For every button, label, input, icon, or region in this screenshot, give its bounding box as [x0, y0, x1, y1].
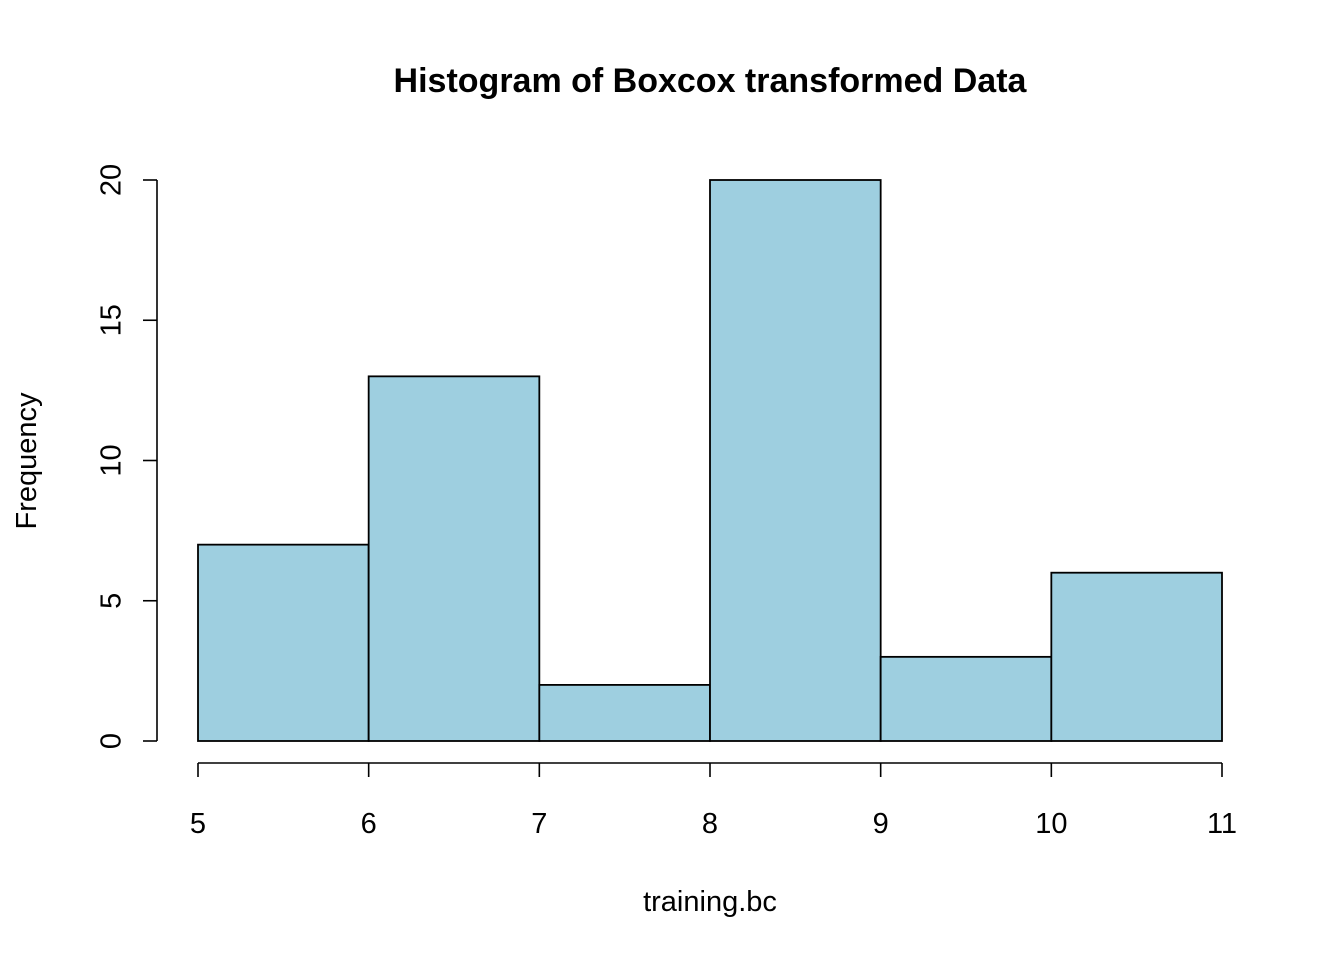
y-tick-label: 20	[95, 164, 127, 196]
histogram-bar-2	[538, 684, 711, 742]
x-tick-label: 8	[702, 808, 718, 840]
x-tick-label: 7	[531, 808, 547, 840]
histogram-bar-1	[367, 375, 541, 742]
y-tick-label: 5	[95, 593, 127, 609]
x-axis: 5 6 7 8 9 10 11	[190, 762, 1237, 840]
y-tick-label: 10	[95, 444, 127, 476]
x-tick-label: 9	[873, 808, 889, 840]
chart-title: Histogram of Boxcox transformed Data	[394, 62, 1028, 100]
histogram-bar-4	[879, 655, 1053, 742]
x-tick-label: 10	[1035, 808, 1067, 840]
y-axis-label: Frequency	[11, 392, 43, 530]
histogram-bar-5	[1050, 571, 1223, 742]
x-axis-label: training.bc	[643, 886, 777, 918]
histogram-bar-3	[709, 179, 882, 742]
x-tick-label: 11	[1207, 808, 1237, 840]
y-tick-label: 15	[95, 304, 127, 336]
bars-group	[197, 179, 1223, 742]
x-tick-label: 5	[190, 808, 206, 840]
histogram-bar-0	[197, 543, 370, 742]
y-tick-label: 0	[95, 733, 127, 749]
x-tick-label: 6	[361, 808, 377, 840]
y-axis: 0 5 10 15 20	[95, 164, 158, 749]
